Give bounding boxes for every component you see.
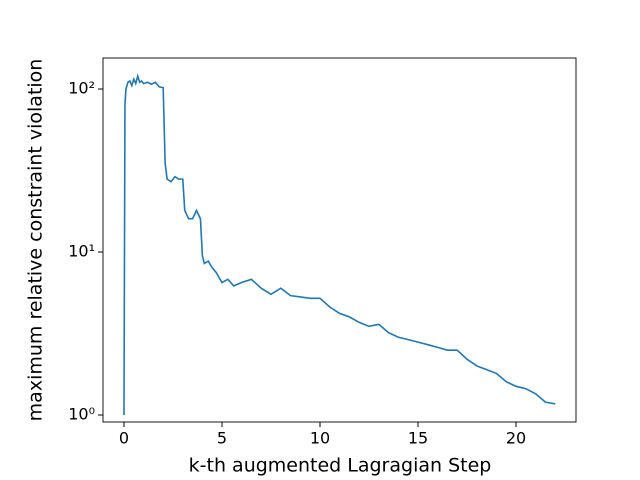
axes-frame [102,57,577,423]
y-tick-label: 10¹ [68,242,95,261]
x-tick-label: 15 [408,429,428,448]
y-tick-label: 10² [68,79,95,98]
x-tick-label: 20 [506,429,526,448]
x-tick-label: 10 [310,429,330,448]
x-tick-label: 5 [217,429,227,448]
x-axis-label: k-th augmented Lagragian Step [189,455,492,477]
line [123,73,556,416]
x-tick-label: 0 [119,429,129,448]
y-axis-label: maximum relative constraint violation [25,59,47,422]
y-tick-label: 10⁰ [68,405,95,424]
